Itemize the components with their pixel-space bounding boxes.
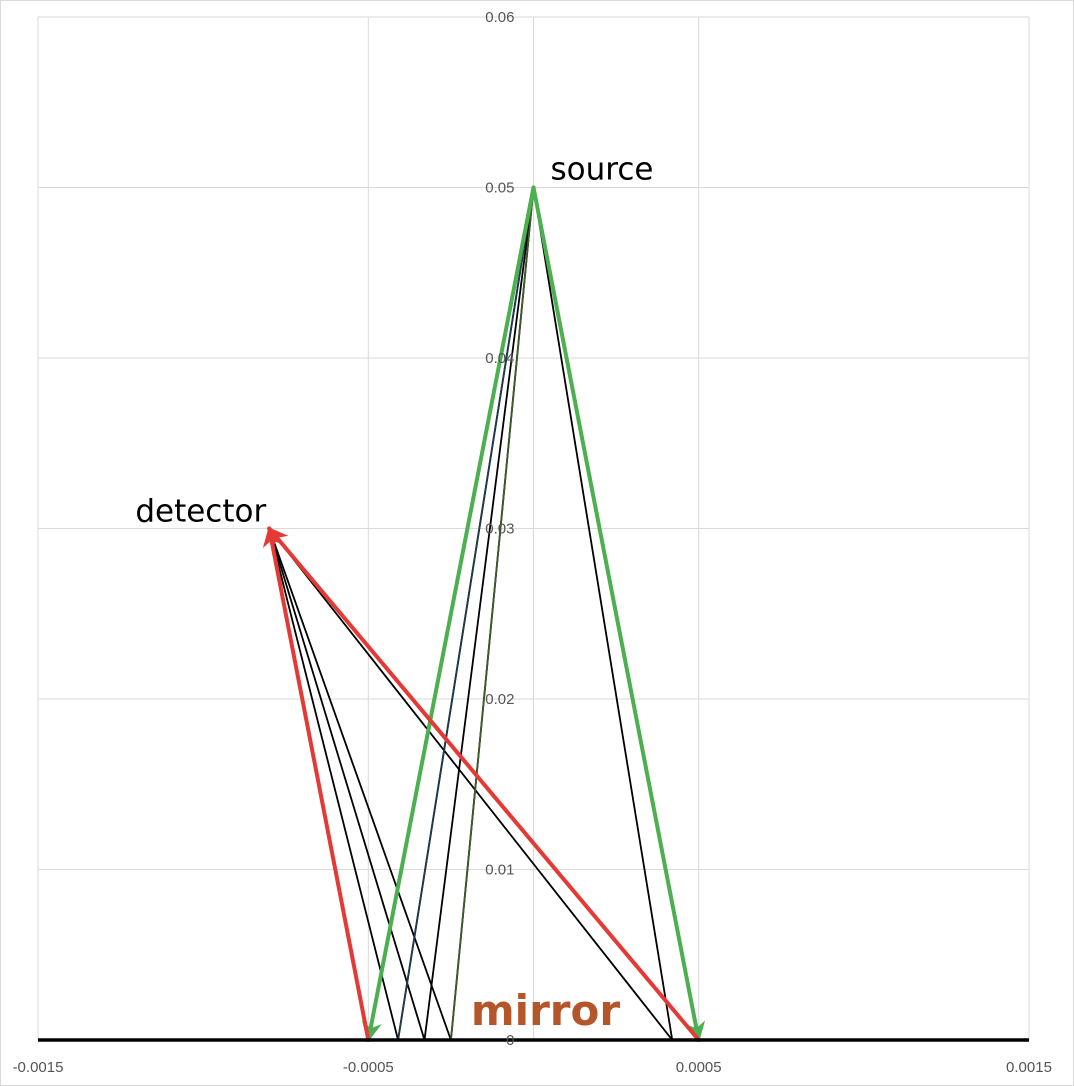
annotation-source-label: source	[551, 152, 654, 188]
x-tick-label-0: -0.0015	[13, 1059, 64, 1076]
annotation-detector-label: detector	[135, 494, 266, 530]
y-tick-label-0: 0	[506, 1032, 514, 1049]
annotations: source detector mirror	[135, 152, 653, 1036]
ray-series-7	[531, 185, 706, 1042]
ray-series-9	[267, 526, 701, 1042]
ray-series-4	[397, 186, 535, 1041]
y-tick-label-2: 0.02	[485, 691, 514, 708]
x-tick-label-3: 0.0015	[1006, 1059, 1052, 1076]
y-tick-label-3: 0.03	[485, 521, 514, 538]
ray-series-6	[361, 185, 536, 1042]
tick-labels: -0.0015 -0.0005 0.0005 0.0015 0 0.01 0.02 0.03 0…	[13, 9, 1052, 1076]
ray-series-5	[450, 186, 535, 1041]
y-tick-label-1: 0.01	[485, 862, 514, 879]
x-tick-label-1: -0.0005	[343, 1059, 394, 1076]
ray-series-8	[262, 526, 371, 1042]
y-tick-label-6: 0.06	[485, 9, 514, 26]
y-tick-label-5: 0.05	[485, 180, 514, 197]
y-tick-label-4: 0.04	[485, 350, 514, 367]
ray-series-1	[268, 186, 535, 1041]
x-tick-label-2: 0.0005	[676, 1059, 722, 1076]
annotation-mirror-label: mirror	[471, 986, 620, 1035]
